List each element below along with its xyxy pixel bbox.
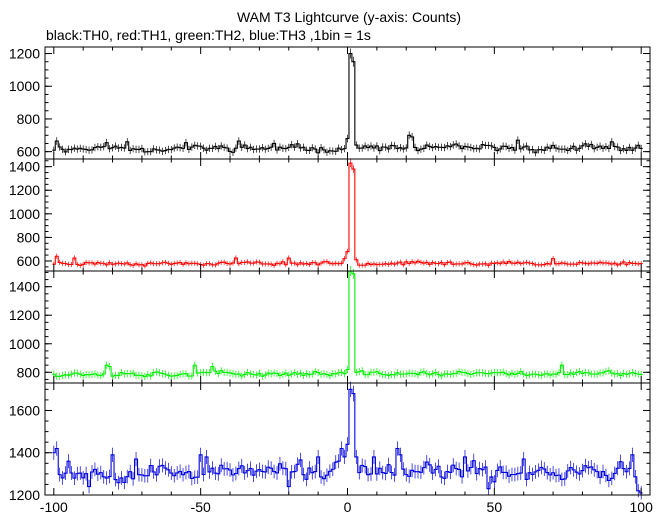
panel-th1: 600 800 1000 1200 1400	[9, 158, 651, 272]
y-tick-label: 1400	[9, 445, 40, 461]
y-tick-label: 800	[17, 229, 41, 245]
y-tick-label: 800	[17, 111, 41, 127]
y-tick-label: 1200	[9, 487, 40, 503]
y-tick-label: 1000	[9, 336, 40, 352]
y-tick-label: 600	[17, 253, 41, 269]
error-bars-th2	[53, 266, 642, 381]
panel-th2: 800 1000 1200 1400	[9, 266, 651, 384]
y-tick-label: 1400	[9, 279, 40, 295]
x-axis-ticks: -100 -50 0 50 100	[40, 499, 653, 515]
x-tick-label: 0	[344, 499, 352, 515]
error-bars-th0	[53, 48, 642, 157]
panel-th0: 600 800 1000 1200	[9, 46, 651, 160]
x-tick-label: -50	[191, 499, 211, 515]
chart-title: WAM T3 Lightcurve (y-axis: Counts)	[237, 9, 461, 25]
series-line-th0	[52, 52, 643, 154]
y-tick-label: 1000	[9, 206, 40, 222]
y-tick-label: 1200	[9, 182, 40, 198]
y-tick-label: 800	[17, 364, 41, 380]
y-tick-label: 1600	[9, 402, 40, 418]
x-tick-label: -100	[40, 499, 68, 515]
y-tick-label: 1200	[9, 46, 40, 62]
x-tick-label: 100	[630, 499, 654, 515]
panels: 600 800 1000 1200 600 800 1000 1200 1400 800 1000 1…	[9, 46, 651, 503]
series-line-th1	[52, 162, 643, 267]
y-tick-label: 1000	[9, 78, 40, 94]
chart-subtitle: black:TH0, red:TH1, green:TH2, blue:TH3 …	[46, 27, 371, 43]
y-tick-label: 600	[17, 144, 41, 160]
series-line-th3	[52, 388, 643, 494]
series-line-th2	[52, 270, 643, 378]
y-tick-label: 1400	[9, 159, 40, 175]
error-bars-th3	[53, 381, 642, 500]
panel-th3: 1200 1400 1600	[9, 381, 651, 503]
y-tick-label: 1200	[9, 307, 40, 323]
x-tick-label: 50	[487, 499, 503, 515]
